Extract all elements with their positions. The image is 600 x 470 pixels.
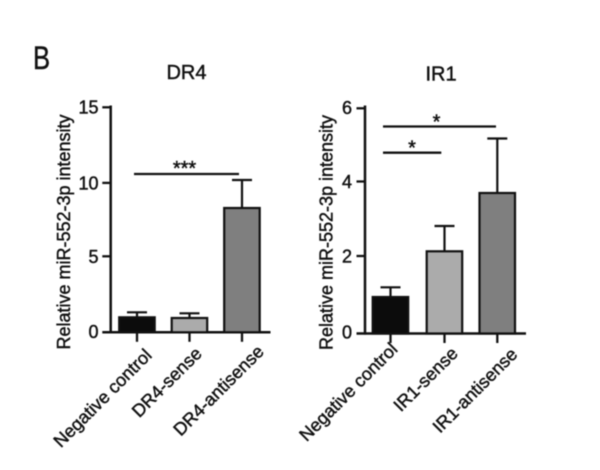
svg-text:Negative control: Negative control — [295, 339, 401, 445]
svg-text:4: 4 — [342, 172, 352, 192]
svg-text:0: 0 — [342, 323, 352, 343]
svg-text:6: 6 — [342, 98, 352, 118]
svg-text:Relative miR-552-3p intensity: Relative miR-552-3p intensity — [317, 115, 337, 350]
svg-text:Relative miR-552-3p intensity: Relative miR-552-3p intensity — [54, 114, 74, 349]
svg-text:DR4: DR4 — [166, 62, 206, 84]
svg-text:5: 5 — [88, 247, 98, 267]
svg-text:B: B — [33, 41, 50, 76]
svg-text:IR1: IR1 — [425, 64, 456, 86]
svg-text:*: * — [408, 138, 416, 160]
svg-text:0: 0 — [88, 322, 98, 342]
svg-text:15: 15 — [78, 97, 98, 117]
svg-text:***: *** — [173, 158, 197, 180]
svg-text:10: 10 — [78, 174, 98, 194]
svg-text:*: * — [433, 112, 441, 134]
svg-text:2: 2 — [342, 246, 352, 266]
